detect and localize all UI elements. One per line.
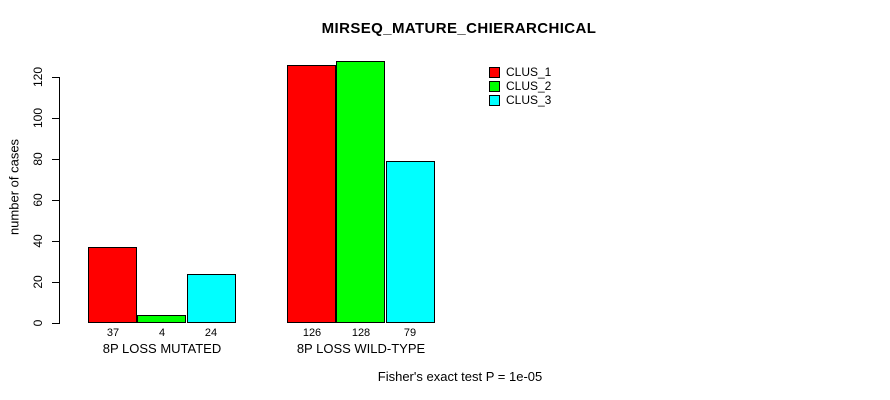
category-label: 8P LOSS WILD-TYPE (296, 341, 426, 356)
bar-value-label: 24 (204, 327, 218, 339)
legend-label: CLUS_2 (506, 79, 552, 93)
y-tick-label: 0 (31, 319, 45, 327)
legend-label: CLUS_3 (506, 93, 552, 107)
y-tick-label: 60 (31, 193, 45, 207)
y-tick-label: 80 (31, 152, 45, 166)
bar-clus_3-1 (187, 274, 236, 323)
y-tick-label: 20 (31, 275, 45, 289)
legend-item: CLUS_2 (489, 79, 551, 93)
legend-label: CLUS_1 (506, 65, 552, 79)
bar-value-label: 126 (302, 327, 322, 339)
bar-clus_1-2 (287, 65, 336, 323)
legend: CLUS_1 CLUS_2 CLUS_3 (489, 65, 551, 107)
y-tick (52, 282, 60, 283)
legend-swatch (489, 66, 500, 78)
y-tick (52, 77, 60, 78)
legend-item: CLUS_1 (489, 65, 551, 79)
y-tick (52, 200, 60, 201)
y-tick-label: 100 (31, 107, 45, 129)
y-axis-label: number of cases (6, 138, 22, 236)
bar-clus_3-2 (386, 161, 435, 323)
y-tick-label: 120 (31, 66, 45, 88)
bar-value-label: 79 (403, 327, 417, 339)
y-tick-label: 40 (31, 234, 45, 248)
legend-item: CLUS_3 (489, 93, 551, 107)
caption: Fisher's exact test P = 1e-05 (377, 369, 543, 384)
y-tick (52, 241, 60, 242)
y-tick (52, 118, 60, 119)
bar-clus_2-2 (336, 61, 385, 323)
legend-swatch (489, 80, 500, 92)
bar-clus_2-1 (137, 315, 186, 323)
y-tick (52, 323, 60, 324)
bar-clus_1-1 (88, 247, 137, 323)
bar-value-label: 37 (106, 327, 120, 339)
chart-title: MIRSEQ_MATURE_CHIERARCHICAL (321, 20, 597, 37)
bar-value-label: 4 (158, 327, 166, 339)
bar-value-label: 128 (351, 327, 371, 339)
category-label: 8P LOSS MUTATED (102, 341, 222, 356)
legend-swatch (489, 94, 500, 106)
y-tick (52, 159, 60, 160)
